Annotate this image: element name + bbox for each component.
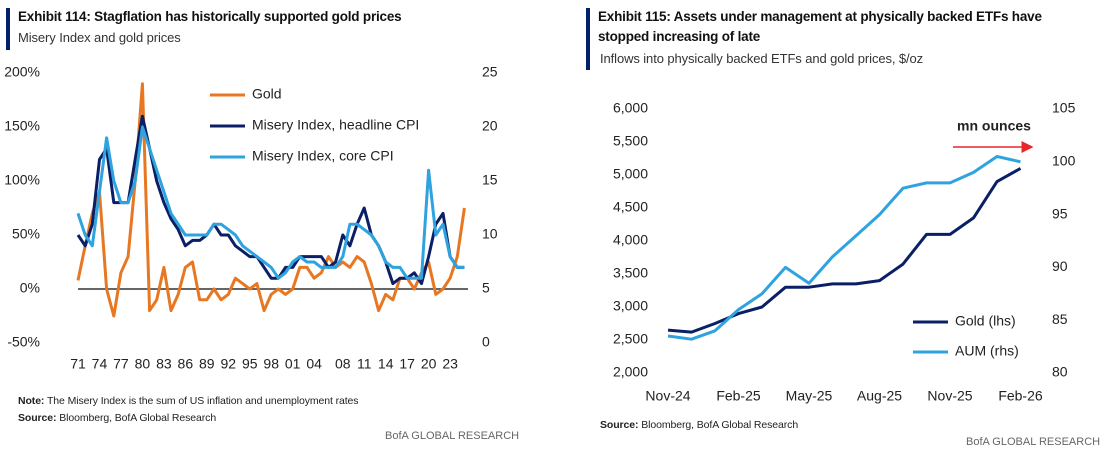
x-tick-label: Aug-25 <box>857 388 902 404</box>
x-tick-label: 14 <box>378 356 394 372</box>
legend-label: AUM (rhs) <box>955 343 1019 359</box>
accent-bar <box>586 8 590 70</box>
x-tick-label: May-25 <box>786 388 833 404</box>
y2-tick-label: 90 <box>1052 258 1068 274</box>
x-tick-label: 80 <box>135 356 151 372</box>
x-tick-label: 74 <box>92 356 108 372</box>
source-label: Source: <box>600 419 639 431</box>
y-tick-label: 3,000 <box>613 298 648 314</box>
x-tick-label: 04 <box>306 356 322 372</box>
y2-tick-label: 20 <box>482 118 498 134</box>
y2-tick-label: 0 <box>482 334 490 350</box>
y-tick-label: 50% <box>12 226 40 242</box>
y-tick-label: 5,500 <box>613 133 648 149</box>
y2-tick-label: 5 <box>482 280 490 296</box>
x-tick-label: Nov-25 <box>927 388 972 404</box>
x-tick-label: 20 <box>421 356 437 372</box>
source-label: Source: <box>18 412 57 424</box>
y-tick-label: 3,500 <box>613 265 648 281</box>
y-tick-label: 4,500 <box>613 199 648 215</box>
x-tick-label: Feb-26 <box>998 388 1043 404</box>
x-tick-label: 83 <box>156 356 172 372</box>
y-tick-label: 2,500 <box>613 331 648 347</box>
x-tick-label: Nov-24 <box>645 388 690 404</box>
y-tick-label: 100% <box>4 172 40 188</box>
chart-title: Exhibit 115: Assets under management at … <box>598 9 1042 44</box>
y-tick-label: 200% <box>4 64 40 80</box>
y2-tick-label: 100 <box>1052 153 1076 169</box>
x-tick-label: Feb-25 <box>716 388 761 404</box>
annotation: mn ounces <box>957 118 1031 134</box>
source-text: Bloomberg, BofA Global Research <box>59 412 217 424</box>
y2-tick-label: 95 <box>1052 205 1068 221</box>
note-label: Note: <box>18 395 45 407</box>
y-tick-label: 2,000 <box>613 364 648 380</box>
legend-label: Gold <box>252 86 282 102</box>
chart-subtitle: Inflows into physically backed ETFs and … <box>600 51 924 66</box>
x-tick-label: 95 <box>242 356 258 372</box>
note: Note: The Misery Index is the sum of US … <box>18 395 359 407</box>
series-line <box>667 155 1021 341</box>
x-tick-label: 11 <box>357 356 372 372</box>
series-line <box>667 167 1022 334</box>
branding: BofA GLOBAL RESEARCH <box>385 430 520 442</box>
y2-tick-label: 15 <box>482 172 498 188</box>
source-text: Bloomberg, BofA Global Research <box>641 419 799 431</box>
x-tick-label: 17 <box>399 356 415 372</box>
note-text: The Misery Index is the sum of US inflat… <box>46 395 359 407</box>
chart-title: Exhibit 114: Stagflation has historicall… <box>18 9 402 24</box>
x-tick-label: 23 <box>442 356 458 372</box>
series-line <box>76 114 465 286</box>
accent-bar <box>6 8 10 50</box>
y-tick-label: 5,000 <box>613 166 648 182</box>
chart-subtitle: Misery Index and gold prices <box>18 30 181 45</box>
legend-label: Gold (lhs) <box>955 313 1016 329</box>
y2-tick-label: 80 <box>1052 364 1068 380</box>
branding: BofA GLOBAL RESEARCH <box>966 436 1101 448</box>
legend-label: Misery Index, core CPI <box>252 148 394 164</box>
x-tick-label: 08 <box>335 356 351 372</box>
y-tick-label: 150% <box>4 118 40 134</box>
x-tick-label: 92 <box>220 356 236 372</box>
y-tick-label: 4,000 <box>613 232 648 248</box>
y2-tick-label: 10 <box>482 226 498 242</box>
series-line <box>76 125 465 280</box>
y-tick-label: 0% <box>20 280 40 296</box>
x-tick-label: 71 <box>70 356 86 372</box>
y2-tick-label: 105 <box>1052 100 1076 116</box>
y-tick-label: -50% <box>7 334 40 350</box>
source: Source: Bloomberg, BofA Global Research <box>18 412 216 424</box>
y-tick-label: 6,000 <box>613 100 648 116</box>
y2-tick-label: 85 <box>1052 311 1068 327</box>
x-tick-label: 89 <box>199 356 215 372</box>
x-tick-label: 98 <box>263 356 279 372</box>
source: Source: Bloomberg, BofA Global Research <box>600 419 798 431</box>
legend-label: Misery Index, headline CPI <box>252 117 419 133</box>
x-tick-label: 86 <box>178 356 194 372</box>
y2-tick-label: 25 <box>482 64 498 80</box>
x-tick-label: 01 <box>285 356 301 372</box>
x-tick-label: 77 <box>113 356 129 372</box>
